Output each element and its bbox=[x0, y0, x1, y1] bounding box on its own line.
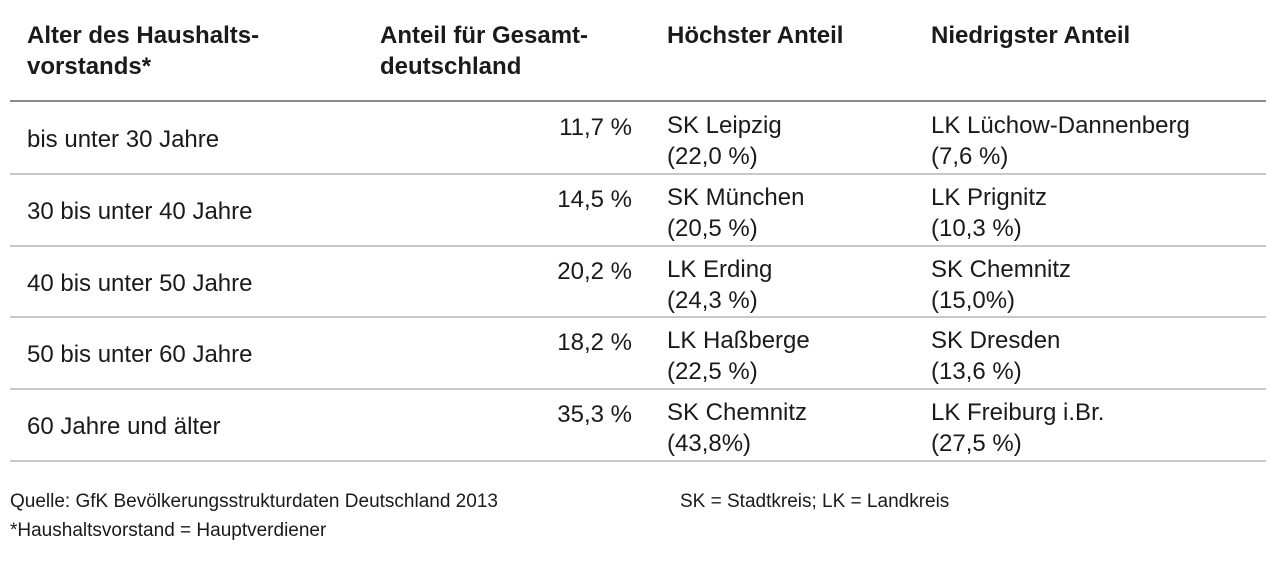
lowest-share: (7,6 %) bbox=[931, 143, 1009, 170]
footnote: *Haushaltsvorstand = Hauptverdiener bbox=[10, 520, 327, 541]
row-rule bbox=[10, 388, 1266, 391]
highest-share: (20,5 %) bbox=[667, 214, 758, 242]
lowest-share: (10,3 %) bbox=[931, 214, 1022, 242]
highest-share: (43,8%) bbox=[667, 430, 752, 458]
header-cell: Höchster Anteil bbox=[667, 22, 844, 49]
highest-share: SK München bbox=[667, 183, 805, 211]
row-rule bbox=[10, 316, 1266, 319]
lowest-share: SK Dresden bbox=[931, 327, 1061, 355]
abbreviation-legend: SK = Stadtkreis; LK = Landkreis bbox=[680, 491, 950, 512]
lowest-share: LK Freiburg i.Br. bbox=[931, 399, 1105, 427]
header-cell: Alter des Haushalts- bbox=[27, 22, 260, 49]
lowest-share: SK Chemnitz bbox=[931, 255, 1072, 283]
share: 18,2 % bbox=[557, 329, 632, 357]
header-cell: Niedrigster Anteil bbox=[931, 22, 1131, 49]
lowest-share: (27,5 %) bbox=[931, 430, 1022, 458]
age-group: 40 bis unter 50 Jahre bbox=[27, 269, 253, 297]
share: 14,5 % bbox=[557, 185, 632, 213]
age-group: bis unter 30 Jahre bbox=[27, 126, 220, 153]
share: 20,2 % bbox=[557, 257, 632, 285]
age-group: 60 Jahre und älter bbox=[27, 413, 221, 441]
highest-share: SK Chemnitz bbox=[667, 399, 808, 427]
age-group: 30 bis unter 40 Jahre bbox=[27, 197, 253, 225]
lowest-share: LK Prignitz bbox=[931, 183, 1048, 211]
lowest-share: LK Lüchow-Dannenberg bbox=[931, 112, 1190, 139]
highest-share: LK Haßberge bbox=[667, 327, 810, 355]
row-rule bbox=[10, 460, 1266, 462]
header-cell: deutschland bbox=[380, 53, 522, 80]
header-cell: vorstands* bbox=[27, 53, 152, 80]
share: 35,3 % bbox=[557, 401, 632, 429]
age-group: 50 bis unter 60 Jahre bbox=[27, 341, 253, 369]
lowest-share: (13,6 %) bbox=[931, 358, 1022, 386]
header-cell: Anteil für Gesamt- bbox=[380, 22, 589, 49]
header-rule bbox=[10, 100, 1266, 102]
lowest-share: (15,0%) bbox=[931, 286, 1016, 314]
highest-share: (22,0 %) bbox=[667, 143, 758, 170]
share: 11,7 % bbox=[559, 114, 632, 141]
highest-share: SK Leipzig bbox=[667, 112, 782, 139]
highest-share: LK Erding bbox=[667, 255, 773, 283]
highest-share: (24,3 %) bbox=[667, 286, 758, 314]
row-rule bbox=[10, 244, 1266, 247]
source: Quelle: GfK Bevölkerungsstrukturdaten De… bbox=[10, 491, 498, 512]
row-rule bbox=[10, 172, 1266, 175]
highest-share: (22,5 %) bbox=[667, 358, 758, 386]
